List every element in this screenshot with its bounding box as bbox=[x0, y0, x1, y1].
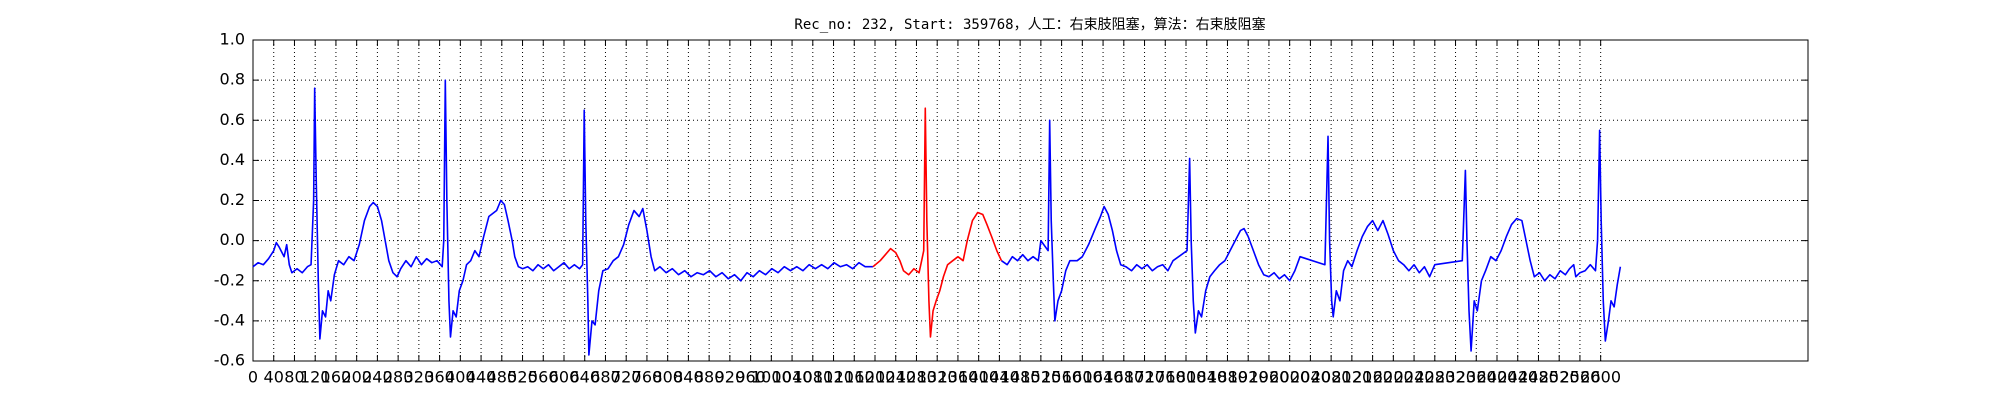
x-tick-label: 2480 bbox=[1518, 368, 1559, 387]
x-tick-label: 200 bbox=[341, 368, 372, 387]
y-tick-label: -0.2 bbox=[214, 270, 245, 289]
x-tick-label: 1360 bbox=[938, 368, 979, 387]
y-tick-label: 1.0 bbox=[220, 30, 245, 49]
x-tick-label: 1400 bbox=[958, 368, 999, 387]
x-tick-label: 1560 bbox=[1041, 368, 1082, 387]
x-tick-label: 1520 bbox=[1021, 368, 1062, 387]
x-tick-label: 2520 bbox=[1539, 368, 1580, 387]
y-tick-label: 0.6 bbox=[220, 110, 245, 129]
x-tick-label: 160 bbox=[321, 368, 352, 387]
chart-title: Rec_no: 232, Start: 359768，人工：右束肢阻塞，算法：右… bbox=[794, 16, 1265, 33]
x-tick-label: 2160 bbox=[1352, 368, 1393, 387]
x-tick-label: 1840 bbox=[1186, 368, 1227, 387]
x-tick-label: 480 bbox=[487, 368, 518, 387]
x-tick-label: 960 bbox=[735, 368, 766, 387]
x-tick-label: 800 bbox=[652, 368, 683, 387]
x-tick-label: 1960 bbox=[1249, 368, 1290, 387]
x-tick-label: 1240 bbox=[875, 368, 916, 387]
x-tick-label: 840 bbox=[673, 368, 704, 387]
x-tick-label: 600 bbox=[549, 368, 580, 387]
x-tick-label: 1640 bbox=[1083, 368, 1124, 387]
x-tick-label: 120 bbox=[300, 368, 331, 387]
x-tick-label: 2120 bbox=[1332, 368, 1373, 387]
x-tick-label: 360 bbox=[424, 368, 455, 387]
x-tick-label: 920 bbox=[715, 368, 746, 387]
x-tick-label: 2600 bbox=[1580, 368, 1621, 387]
x-tick-label: 880 bbox=[694, 368, 725, 387]
x-tick-label: 1440 bbox=[979, 368, 1020, 387]
x-tick-label: 1000 bbox=[751, 368, 792, 387]
x-tick-label: 1760 bbox=[1145, 368, 1186, 387]
x-tick-label: 560 bbox=[528, 368, 559, 387]
x-tick-label: 680 bbox=[590, 368, 621, 387]
ecg-line bbox=[872, 107, 1003, 338]
x-tick-label: 1080 bbox=[792, 368, 833, 387]
ecg-line bbox=[252, 79, 1622, 356]
x-tick-label: 2280 bbox=[1414, 368, 1455, 387]
x-tick-label: 1200 bbox=[855, 368, 896, 387]
x-tick-label: 1680 bbox=[1103, 368, 1144, 387]
y-tick-label: -0.4 bbox=[214, 310, 245, 329]
y-tick-label: 0.0 bbox=[220, 230, 245, 249]
x-tick-label: 440 bbox=[466, 368, 497, 387]
y-tick-label: 0.8 bbox=[220, 70, 245, 89]
y-tick-label: 0.2 bbox=[220, 190, 245, 209]
x-tick-label: 1720 bbox=[1124, 368, 1165, 387]
x-tick-label: 1480 bbox=[1000, 368, 1041, 387]
x-tick-label: 640 bbox=[569, 368, 600, 387]
x-tick-label: 400 bbox=[445, 368, 476, 387]
x-tick-label: 1880 bbox=[1207, 368, 1248, 387]
x-tick-label: 1040 bbox=[772, 368, 813, 387]
x-tick-label: 720 bbox=[611, 368, 642, 387]
x-tick-label: 2360 bbox=[1456, 368, 1497, 387]
y-tick-label: -0.6 bbox=[214, 351, 245, 370]
x-tick-label: 2400 bbox=[1477, 368, 1518, 387]
x-tick-label: 2560 bbox=[1560, 368, 1601, 387]
x-tick-label: 520 bbox=[507, 368, 538, 387]
x-tick-label: 1600 bbox=[1062, 368, 1103, 387]
plot-frame bbox=[252, 39, 1809, 362]
x-tick-label: 1280 bbox=[896, 368, 937, 387]
x-tick-label: 40 bbox=[264, 368, 284, 387]
x-tick-label: 2080 bbox=[1311, 368, 1352, 387]
x-tick-label: 240 bbox=[362, 368, 393, 387]
x-tick-label: 80 bbox=[284, 368, 304, 387]
x-tick-label: 2320 bbox=[1435, 368, 1476, 387]
x-tick-label: 2000 bbox=[1269, 368, 1310, 387]
x-tick-label: 2440 bbox=[1497, 368, 1538, 387]
x-tick-label: 2200 bbox=[1373, 368, 1414, 387]
x-tick-label: 0 bbox=[248, 368, 258, 387]
x-tick-label: 1800 bbox=[1166, 368, 1207, 387]
x-tick-label: 1320 bbox=[917, 368, 958, 387]
y-tick-label: 0.4 bbox=[220, 150, 245, 169]
x-tick-label: 2240 bbox=[1394, 368, 1435, 387]
x-tick-label: 280 bbox=[383, 368, 414, 387]
x-tick-label: 1120 bbox=[813, 368, 854, 387]
x-tick-label: 2040 bbox=[1290, 368, 1331, 387]
x-tick-label: 1160 bbox=[834, 368, 875, 387]
x-tick-label: 320 bbox=[404, 368, 435, 387]
x-tick-label: 1920 bbox=[1228, 368, 1269, 387]
x-tick-label: 760 bbox=[632, 368, 663, 387]
